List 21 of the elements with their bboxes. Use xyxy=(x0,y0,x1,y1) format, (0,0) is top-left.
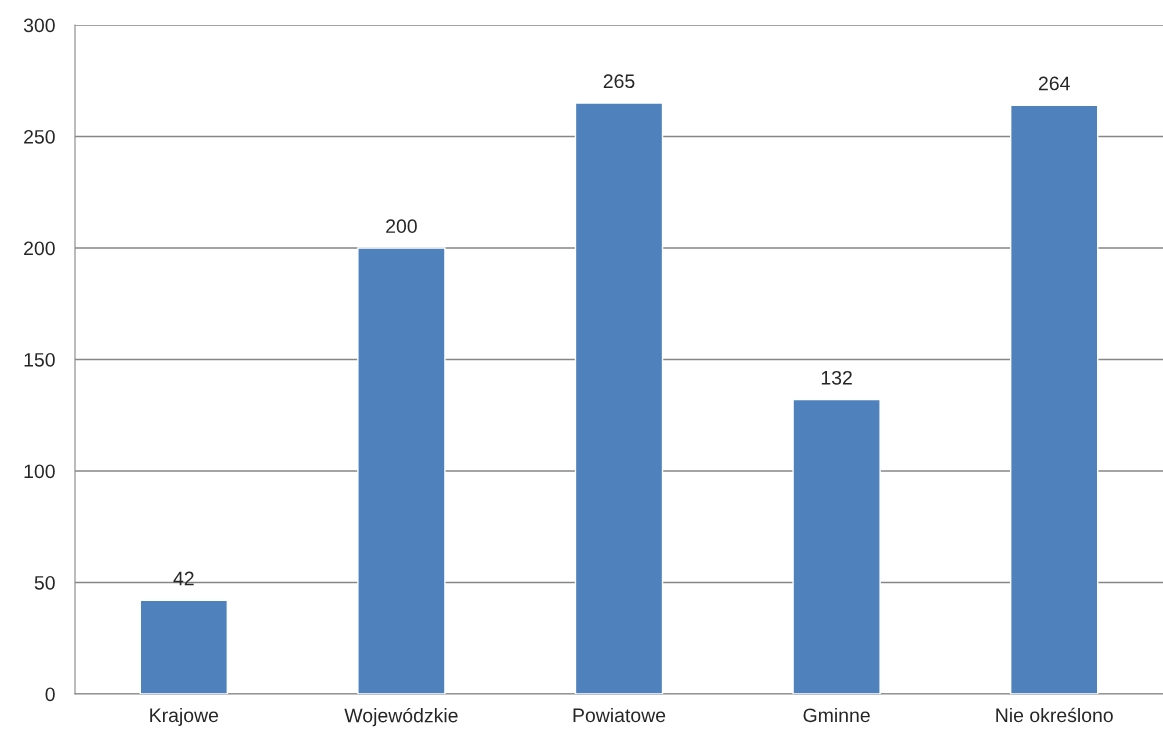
data-label: 132 xyxy=(821,370,852,385)
data-label: 264 xyxy=(1038,76,1070,91)
x-tick-label: Wojewódzkie xyxy=(344,707,458,727)
bar xyxy=(357,247,446,694)
y-tick-label: 200 xyxy=(24,241,55,256)
x-tick-label: Krajowe xyxy=(150,707,219,727)
x-tick-label: Nie określono xyxy=(996,707,1113,723)
data-label: 265 xyxy=(603,74,635,89)
y-tick-label: 0 xyxy=(45,687,55,702)
bar xyxy=(574,102,664,694)
x-tick-label: Powiatowe xyxy=(573,707,666,723)
bar xyxy=(1009,104,1099,694)
y-tick-label: 100 xyxy=(24,464,55,479)
data-label: 200 xyxy=(386,219,417,234)
y-tick-label: 250 xyxy=(24,129,55,144)
bar xyxy=(792,398,881,694)
y-tick-label: 150 xyxy=(24,352,55,367)
bar xyxy=(139,599,229,694)
y-tick-label: 300 xyxy=(23,18,55,33)
y-tick-label: 50 xyxy=(34,575,55,590)
x-tick-label: Gminne xyxy=(803,707,870,723)
